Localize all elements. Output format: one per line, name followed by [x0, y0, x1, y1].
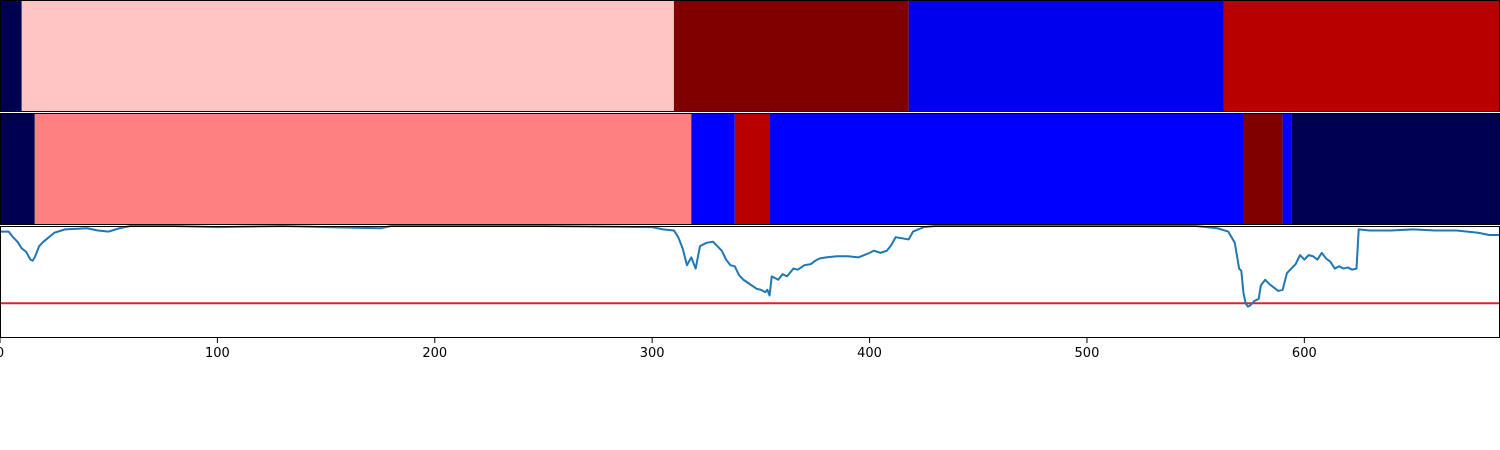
heatmap-segment-4 [908, 0, 1224, 112]
line-panel [0, 225, 1500, 338]
x-tick-label: 300 [640, 346, 665, 361]
x-tick-label: 200 [422, 346, 447, 361]
heatmap-segment-5 [769, 113, 1244, 225]
x-tick-label: 0 [0, 346, 4, 361]
x-axis: 0 100 200 300 400 500 600 [0, 338, 1317, 361]
heatmap-segment-3 [691, 113, 735, 225]
panel-frame [0, 226, 1500, 338]
heatmap-segment-4 [734, 113, 770, 225]
heatmap-segment-8 [1291, 113, 1500, 225]
heatmap-segment-1 [0, 0, 22, 112]
series-line-1 [0, 225, 1500, 308]
heatmap-panel-middle [0, 113, 1500, 225]
heatmap-segment-2 [21, 0, 674, 112]
heatmap-panel-top [0, 0, 1500, 112]
x-tick-label: 400 [857, 346, 882, 361]
heatmap-segment-1 [0, 113, 35, 225]
heatmap-segment-6 [1243, 113, 1283, 225]
x-tick-label: 500 [1075, 346, 1100, 361]
heatmap-segment-7 [1282, 113, 1292, 225]
heatmap-segment-2 [34, 113, 692, 225]
heatmap-segment-5 [1223, 0, 1500, 112]
x-tick-label: 100 [205, 346, 230, 361]
x-tick-label: 600 [1292, 346, 1317, 361]
heatmap-segment-3 [673, 0, 909, 112]
